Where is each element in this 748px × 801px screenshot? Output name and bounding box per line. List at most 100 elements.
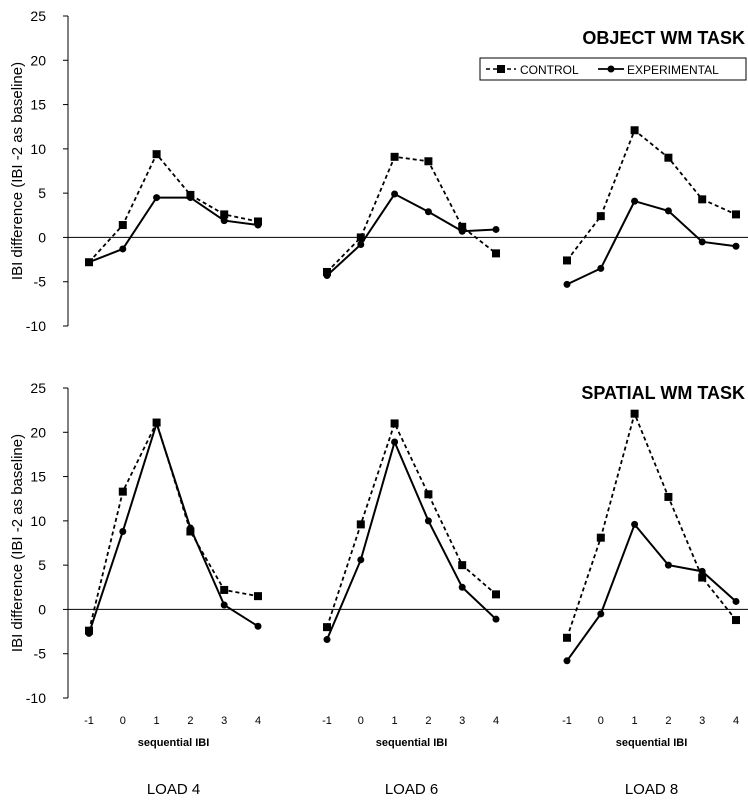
control-data-point xyxy=(254,592,262,601)
experimental-data-point xyxy=(153,419,161,427)
y-tick-label: 20 xyxy=(30,424,46,440)
y-tick-label: -10 xyxy=(26,690,46,706)
control-data-point xyxy=(698,195,707,204)
control-series-line xyxy=(88,152,259,263)
control-series-line xyxy=(566,128,737,262)
panel-title: OBJECT WM TASK xyxy=(582,28,745,48)
y-tick-label: 10 xyxy=(30,513,46,529)
x-tick-label: 2 xyxy=(425,715,431,727)
experimental-data-point xyxy=(664,561,672,569)
experimental-series-line xyxy=(566,522,737,662)
experimental-data-point xyxy=(85,258,93,266)
y-axis-label: IBI difference (IBI -2 as baseline) xyxy=(9,62,26,280)
x-tick-label: 2 xyxy=(187,715,193,727)
experimental-data-point xyxy=(85,629,93,637)
control-data-point xyxy=(698,573,707,582)
x-tick-label: -1 xyxy=(322,715,332,727)
experimental-data-point xyxy=(732,242,740,250)
x-tick-label: 1 xyxy=(632,715,638,727)
x-axis-label: sequential IBI xyxy=(616,737,688,749)
y-tick-label: 0 xyxy=(38,229,46,245)
x-tick-label: 0 xyxy=(598,715,604,727)
y-tick-label: 5 xyxy=(38,185,46,201)
control-data-point xyxy=(390,419,399,428)
x-tick-label: -1 xyxy=(562,715,572,727)
control-data-point xyxy=(186,527,195,536)
control-data-point xyxy=(596,212,605,221)
control-data-point xyxy=(424,490,433,499)
control-data-point xyxy=(323,623,331,632)
experimental-data-point xyxy=(323,636,331,644)
y-tick-label: 20 xyxy=(30,52,46,68)
experimental-data-point xyxy=(424,208,432,216)
x-tick-label: 0 xyxy=(120,715,126,727)
control-data-point xyxy=(118,221,127,230)
x-axis-label: sequential IBI xyxy=(138,737,210,749)
y-tick-label: 10 xyxy=(30,141,46,157)
x-tick-label: 1 xyxy=(392,715,398,727)
legend-control-label: CONTROL xyxy=(520,63,579,77)
control-data-point xyxy=(563,256,571,265)
experimental-data-point xyxy=(698,567,706,575)
control-data-point xyxy=(492,590,500,599)
experimental-data-point xyxy=(424,517,432,525)
experimental-data-point xyxy=(597,610,605,618)
experimental-series-line xyxy=(88,196,259,264)
y-tick-label: -5 xyxy=(34,646,47,662)
experimental-data-point xyxy=(492,615,500,623)
y-tick-label: 0 xyxy=(38,601,46,617)
x-tick-label: 4 xyxy=(733,715,739,727)
experimental-data-point xyxy=(631,520,639,528)
experimental-data-point xyxy=(186,194,194,202)
experimental-data-point xyxy=(458,227,466,235)
experimental-data-point xyxy=(220,601,228,609)
experimental-data-point xyxy=(492,225,500,233)
experimental-series-line xyxy=(326,439,497,640)
x-tick-label: 3 xyxy=(459,715,465,727)
y-tick-label: 15 xyxy=(30,97,46,113)
x-axis-label: sequential IBI xyxy=(376,737,448,749)
x-tick-label: 3 xyxy=(699,715,705,727)
y-tick-label: 25 xyxy=(30,380,46,396)
experimental-data-point xyxy=(563,657,571,665)
control-data-point xyxy=(732,210,740,219)
experimental-data-point xyxy=(186,524,194,532)
y-tick-label: 25 xyxy=(30,8,46,24)
experimental-data-point xyxy=(391,190,399,198)
control-data-point xyxy=(356,520,365,529)
control-data-point xyxy=(596,533,605,542)
load-group-label: LOAD 4 xyxy=(147,781,200,798)
x-tick-label: 0 xyxy=(358,715,364,727)
experimental-data-point xyxy=(631,197,639,205)
experimental-series-line xyxy=(566,199,737,286)
x-tick-label: 2 xyxy=(665,715,671,727)
legend-control-marker xyxy=(497,65,505,73)
control-data-point xyxy=(492,249,500,258)
control-data-point xyxy=(390,152,399,161)
load-group-label: LOAD 6 xyxy=(385,781,438,798)
control-data-point xyxy=(220,210,229,219)
experimental-data-point xyxy=(323,272,331,280)
legend-experimental-label: EXPERIMENTAL xyxy=(627,63,719,77)
experimental-data-point xyxy=(153,194,161,202)
control-series-line xyxy=(326,155,497,273)
y-tick-label: -10 xyxy=(26,318,46,334)
experimental-data-point xyxy=(254,221,262,229)
control-series-line xyxy=(88,420,259,631)
control-data-point xyxy=(458,222,467,231)
experimental-data-point xyxy=(391,438,399,446)
control-series-line xyxy=(566,410,737,639)
x-tick-label: 3 xyxy=(221,715,227,727)
panel-title: SPATIAL WM TASK xyxy=(581,383,745,403)
experimental-data-point xyxy=(119,245,127,253)
control-data-point xyxy=(424,157,433,166)
control-data-point xyxy=(664,492,673,501)
experimental-data-point xyxy=(220,217,228,225)
experimental-data-point xyxy=(698,238,706,246)
x-tick-label: 4 xyxy=(493,715,499,727)
x-tick-label: -1 xyxy=(84,715,94,727)
control-data-point xyxy=(664,153,673,162)
x-tick-label: 4 xyxy=(255,715,261,727)
control-data-point xyxy=(118,487,127,496)
